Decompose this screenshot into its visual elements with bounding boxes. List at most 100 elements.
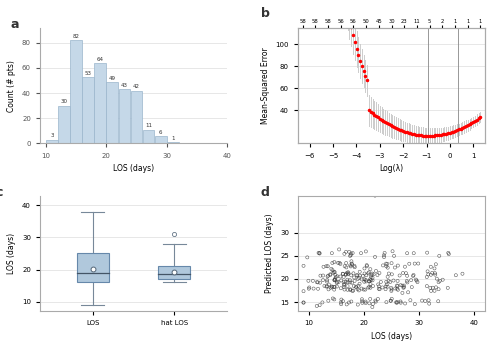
Point [422, 298, 430, 304]
Point [344, 280, 351, 285]
Point [332, 274, 340, 280]
Point [364, 271, 372, 276]
Point [348, 280, 356, 285]
Point [438, 277, 446, 282]
Point [388, 272, 396, 277]
Point [354, 276, 362, 282]
Point [357, 251, 365, 256]
Point [356, 273, 364, 278]
Point [436, 253, 444, 258]
Point [364, 285, 372, 290]
Point [309, 278, 317, 284]
Point [339, 271, 347, 276]
Point [356, 269, 364, 274]
Point [344, 283, 351, 289]
Point [402, 271, 410, 276]
Bar [94, 63, 106, 144]
Point [384, 274, 392, 280]
Point [382, 284, 390, 289]
Point [360, 266, 368, 271]
Bar [118, 89, 130, 144]
Point [316, 250, 324, 256]
Point [325, 282, 333, 287]
Point [342, 260, 350, 266]
Point [365, 270, 373, 275]
Point [349, 288, 357, 293]
Point [340, 280, 347, 285]
Point [414, 279, 422, 285]
Point [382, 282, 390, 287]
Point [366, 279, 374, 284]
Point [354, 283, 362, 289]
Point [393, 283, 401, 288]
Point [340, 287, 348, 292]
Point [379, 263, 387, 268]
Point [350, 264, 358, 270]
Point [355, 275, 363, 281]
Point [375, 286, 383, 292]
Point [344, 277, 351, 282]
X-axis label: LOS (days): LOS (days) [113, 164, 154, 173]
Bar [58, 106, 70, 144]
Point [342, 272, 349, 277]
Point [392, 300, 400, 305]
Point [340, 282, 348, 288]
Point [372, 268, 380, 274]
Point [432, 285, 440, 290]
Point [324, 286, 332, 292]
Point [428, 270, 436, 276]
Point [369, 301, 377, 307]
Point [305, 286, 313, 291]
Point [444, 285, 452, 291]
Text: 3: 3 [50, 134, 54, 138]
Point [331, 277, 339, 283]
Point [407, 277, 415, 283]
Point [326, 285, 334, 291]
Point [334, 260, 342, 266]
Point [346, 287, 354, 293]
Point [337, 300, 345, 305]
Point [314, 250, 322, 256]
Point [348, 299, 356, 304]
Point [358, 297, 366, 302]
Point [423, 274, 431, 280]
Text: 30: 30 [60, 99, 68, 104]
Bar [70, 40, 82, 144]
Point [323, 277, 331, 283]
Point [360, 271, 368, 276]
Point [393, 286, 401, 291]
Bar [167, 142, 178, 144]
Point [382, 286, 390, 292]
Point [340, 274, 347, 280]
Bar [142, 130, 154, 144]
Point [360, 279, 368, 284]
Point [423, 283, 431, 289]
Point [434, 279, 442, 285]
Point [344, 287, 351, 292]
Point [403, 273, 411, 279]
Point [390, 253, 398, 259]
Point [444, 250, 452, 256]
Point [346, 286, 354, 292]
Bar [46, 140, 58, 144]
Point [426, 285, 434, 291]
Point [371, 193, 379, 198]
Point [350, 278, 358, 284]
Point [392, 300, 400, 306]
Point [354, 302, 362, 307]
Point [362, 249, 370, 254]
Point [432, 262, 440, 267]
Point [316, 273, 324, 279]
Point [350, 275, 358, 280]
Point [371, 254, 379, 260]
Point [346, 249, 354, 255]
Point [347, 264, 355, 269]
Point [445, 251, 453, 257]
Point [406, 298, 414, 303]
Bar [106, 82, 118, 144]
Point [367, 274, 375, 280]
Bar [76, 254, 109, 282]
Point [342, 271, 350, 277]
Point [391, 265, 399, 270]
Point [328, 251, 336, 256]
